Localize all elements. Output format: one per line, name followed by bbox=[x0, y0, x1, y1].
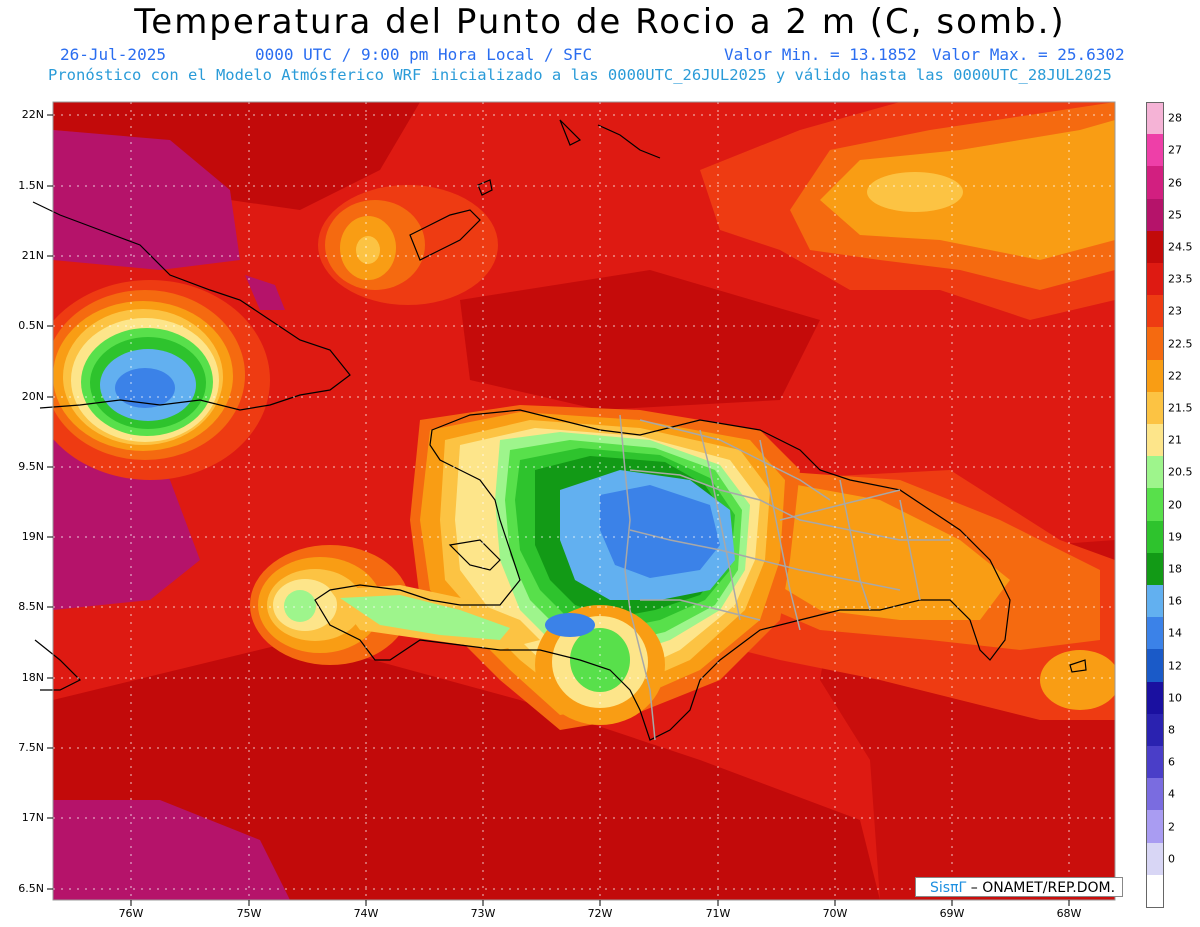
legend-swatch bbox=[1146, 295, 1164, 328]
legend-label: 2 bbox=[1168, 820, 1175, 833]
legend-swatch bbox=[1146, 391, 1164, 424]
legend-label: 8 bbox=[1168, 723, 1175, 737]
grid-lines bbox=[53, 102, 1115, 900]
legend-label: 14 bbox=[1168, 626, 1182, 640]
map-title: Temperatura del Punto de Rocio a 2 m (C,… bbox=[134, 2, 1066, 42]
lon-label: 71W bbox=[705, 907, 731, 920]
legend-swatch bbox=[1146, 778, 1164, 811]
lon-label: 75W bbox=[236, 907, 262, 920]
legend-swatch bbox=[1146, 552, 1164, 585]
legend-label: 23.5 bbox=[1168, 272, 1193, 286]
legend-swatch bbox=[1146, 520, 1164, 553]
legend-label: 10 bbox=[1168, 691, 1182, 705]
legend-swatch bbox=[1146, 327, 1164, 360]
legend-swatch bbox=[1146, 810, 1164, 843]
legend-label: 18 bbox=[1168, 562, 1182, 576]
legend-swatch bbox=[1146, 842, 1164, 875]
legend-label: 28 bbox=[1168, 111, 1182, 125]
forecast-time: 0000 UTC / 9:00 pm Hora Local / SFC bbox=[255, 45, 593, 64]
max-value: Valor Max. = 25.6302 bbox=[932, 45, 1125, 64]
legend-label: 21 bbox=[1168, 433, 1182, 447]
legend-swatch bbox=[1146, 488, 1164, 521]
legend-swatch bbox=[1146, 166, 1164, 199]
legend-label: 6 bbox=[1168, 755, 1175, 769]
legend-swatch bbox=[1146, 230, 1164, 263]
lon-label: 73W bbox=[470, 907, 496, 920]
legend-swatch bbox=[1146, 263, 1164, 296]
legend-swatch bbox=[1146, 713, 1164, 746]
coastlines bbox=[32, 119, 1087, 741]
legend-label: 20.5 bbox=[1168, 465, 1193, 479]
lon-label: 70W bbox=[822, 907, 848, 920]
legend-label: 0 bbox=[1168, 852, 1175, 866]
legend-label: 26 bbox=[1168, 176, 1182, 189]
province-borders bbox=[619, 414, 950, 741]
legend-label: 16 bbox=[1168, 594, 1182, 608]
legend-label: 4 bbox=[1168, 787, 1175, 801]
legend-swatch bbox=[1146, 649, 1164, 682]
lat-label: 6.5N bbox=[18, 882, 44, 895]
legend-swatch bbox=[1146, 424, 1164, 457]
axis-ticks bbox=[47, 114, 1070, 906]
lat-label: 8.5N bbox=[18, 600, 44, 613]
legend-swatch bbox=[1146, 746, 1164, 779]
lon-label: 68W bbox=[1056, 907, 1082, 920]
legend-swatch bbox=[1146, 874, 1164, 908]
legend-swatch bbox=[1146, 198, 1164, 231]
lat-label: 17N bbox=[21, 811, 44, 824]
lat-label: 18N bbox=[21, 671, 44, 684]
legend-label: 12 bbox=[1168, 659, 1182, 672]
legend-label: 20 bbox=[1168, 498, 1182, 511]
legend-label: 25 bbox=[1168, 208, 1182, 222]
model-info: Pronóstico con el Modelo Atmósferico WRF… bbox=[48, 66, 1112, 84]
lon-label: 72W bbox=[587, 907, 613, 920]
brand-label: SisπΓ bbox=[930, 880, 967, 896]
legend-label: 19 bbox=[1168, 530, 1182, 544]
min-value: Valor Min. = 13.1852 bbox=[724, 45, 917, 64]
lat-label: 22N bbox=[21, 108, 44, 121]
forecast-date: 26-Jul-2025 bbox=[60, 45, 166, 64]
dewpoint-field bbox=[53, 102, 1115, 900]
legend-swatch bbox=[1146, 617, 1164, 650]
legend-label: 21.5 bbox=[1168, 401, 1193, 415]
legend-swatch bbox=[1146, 456, 1164, 489]
lat-label: 19N bbox=[21, 530, 44, 543]
lon-label: 74W bbox=[353, 907, 379, 920]
legend-label: 22 bbox=[1168, 369, 1182, 383]
lat-label: 9.5N bbox=[18, 460, 44, 473]
lat-label: 7.5N bbox=[18, 741, 44, 754]
org-label: – ONAMET/REP.DOM. bbox=[966, 880, 1116, 896]
legend-label: 23 bbox=[1168, 304, 1182, 318]
credit-box: SisπΓ – ONAMET/REP.DOM. bbox=[915, 877, 1123, 897]
lat-label: 20N bbox=[21, 390, 44, 403]
legend-swatch bbox=[1146, 585, 1164, 618]
lat-label: 21N bbox=[21, 249, 44, 262]
lon-label: 76W bbox=[118, 907, 144, 920]
lat-label: 1.5N bbox=[18, 179, 44, 192]
legend-label: 22.5 bbox=[1168, 337, 1193, 350]
lat-label: 0.5N bbox=[18, 319, 44, 332]
legend-swatch bbox=[1146, 359, 1164, 392]
lon-label: 69W bbox=[939, 907, 965, 920]
legend-label: 27 bbox=[1168, 143, 1182, 157]
legend-swatch bbox=[1146, 681, 1164, 714]
legend-swatch bbox=[1146, 134, 1164, 167]
legend-swatch bbox=[1146, 102, 1164, 136]
legend-label: 24.5 bbox=[1168, 240, 1193, 254]
